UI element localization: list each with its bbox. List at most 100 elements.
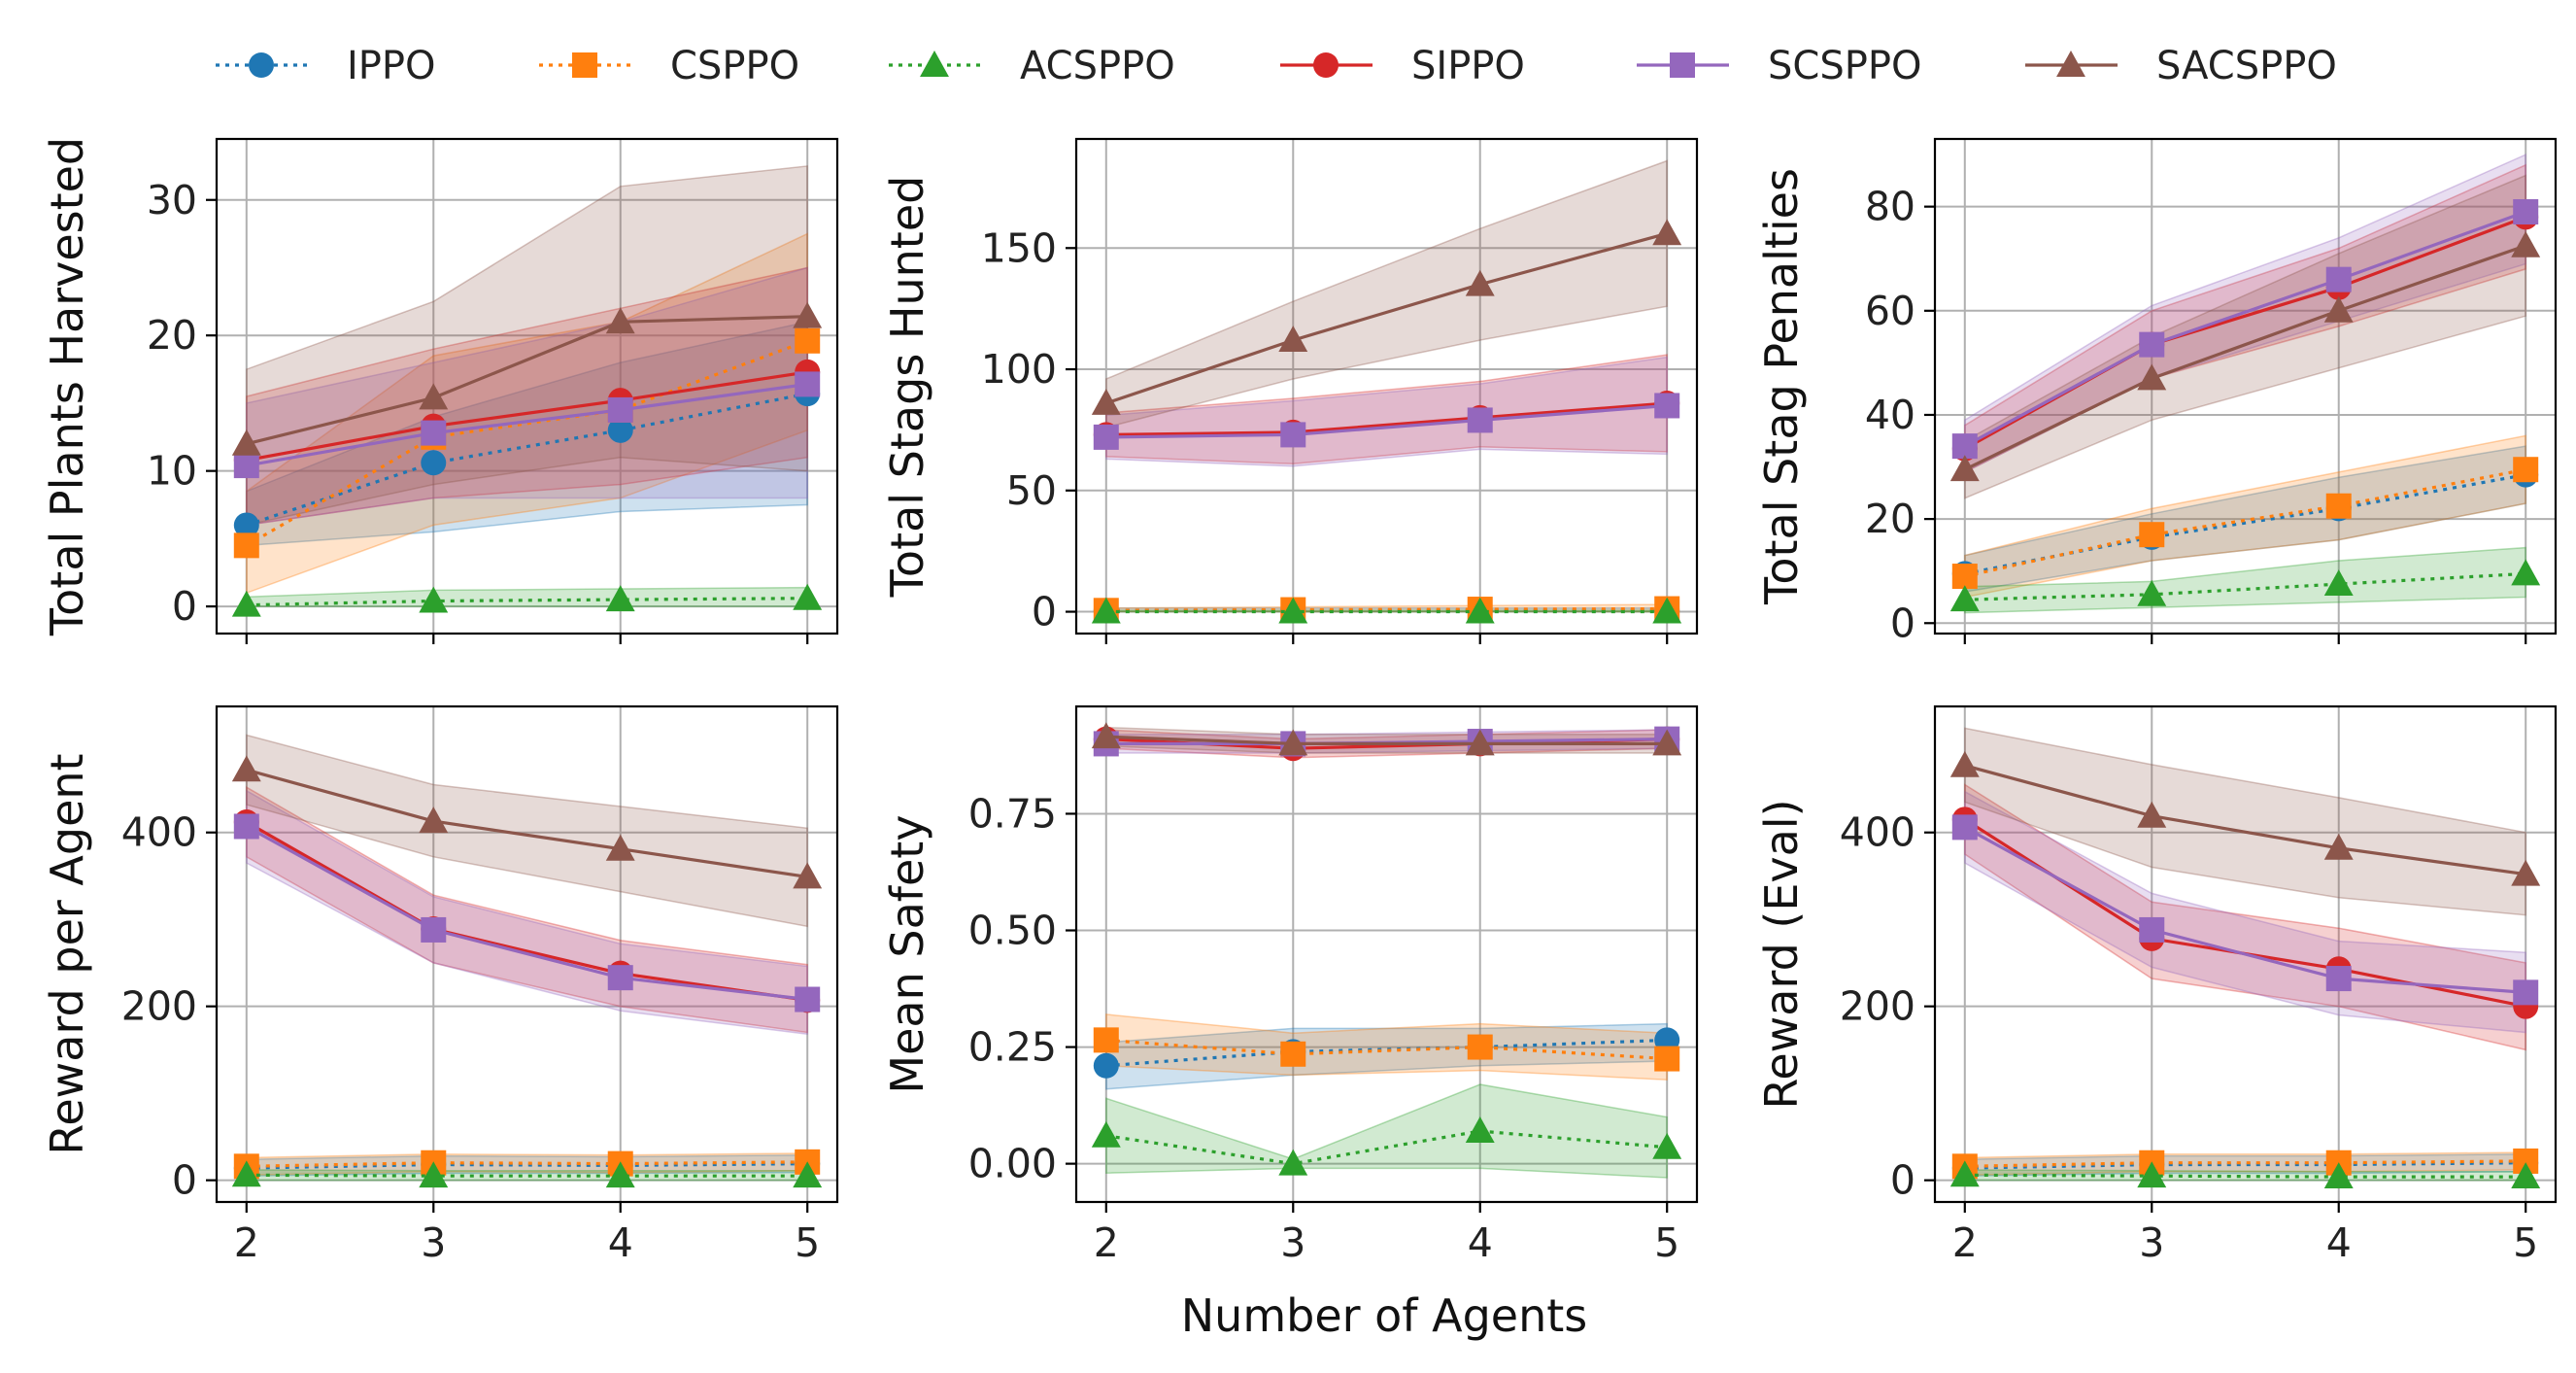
y-axis-label: Total Plants Harvested (41, 137, 93, 636)
subplot-total-stags-hunted: 0 50 100 150 Total Stags Hunted (881, 137, 1699, 644)
band-sippo (246, 266, 808, 527)
point-scsppo (1467, 407, 1493, 433)
series-acsppo (1091, 1116, 1682, 1176)
legend-marker-acsppo (920, 51, 949, 77)
subplot-mean-safety: 0.00 0.25 0.50 0.75 2 3 4 5 Mean Safety (881, 704, 1699, 1266)
line-sippo (1105, 401, 1668, 436)
line-sacsppo (1105, 735, 1668, 746)
y-tick-label: 0.00 (968, 1141, 1057, 1187)
y-tick-label: 150 (981, 224, 1057, 271)
point-acsppo (1465, 1116, 1495, 1143)
y-axis: 0 50 100 150 (981, 224, 1076, 635)
legend-marker-csppo (572, 52, 597, 78)
point-scsppo (1093, 424, 1119, 450)
axes-frame (1074, 704, 1699, 1204)
point-sacsppo (231, 429, 261, 456)
point-scsppo (2139, 916, 2165, 943)
point-acsppo (793, 1161, 823, 1188)
series-sacsppo (1091, 219, 1682, 415)
band-sacsppo (1964, 174, 2526, 499)
point-scsppo (2325, 266, 2352, 292)
band-scsppo (246, 266, 808, 527)
line-csppo (246, 1160, 808, 1168)
point-acsppo (1091, 1120, 1121, 1148)
line-scsppo (1964, 825, 2526, 994)
axes-frame (215, 704, 839, 1204)
y-axis: 0.00 0.25 0.50 0.75 (968, 790, 1076, 1187)
line-scsppo (1105, 403, 1668, 439)
legend-item-ippo: IPPO (216, 44, 436, 88)
line-sippo (246, 820, 808, 1002)
y-axis-label: Total Stags Hunted (881, 176, 933, 599)
band-ippo (246, 321, 808, 547)
point-acsppo (1652, 1132, 1682, 1159)
legend-label-sacsppo: SACSPPO (2156, 44, 2337, 88)
y-axis-label: Reward per Agent (41, 753, 93, 1154)
point-acsppo (2323, 569, 2354, 597)
point-sacsppo (1278, 326, 1308, 353)
legend-marker-sippo (1313, 52, 1339, 78)
point-scsppo (1654, 393, 1680, 419)
band-ippo (1964, 445, 2526, 593)
series-sacsppo (231, 755, 823, 889)
point-scsppo (421, 420, 447, 446)
point-sacsppo (1949, 455, 1980, 482)
point-sacsppo (1465, 729, 1495, 756)
legend-item-sacsppo: SACSPPO (2025, 44, 2337, 88)
y-tick-label: 0.75 (968, 790, 1057, 837)
line-ippo (246, 392, 808, 527)
gridlines (1076, 706, 1697, 1202)
series-csppo (1951, 457, 2539, 590)
series-lines (1949, 199, 2541, 612)
axes-frame (1074, 137, 1699, 635)
point-sacsppo (2511, 859, 2541, 886)
y-tick-label: 20 (147, 312, 197, 359)
y-tick-label: 0 (172, 583, 197, 630)
legend-label-sippo: SIPPO (1411, 44, 1525, 88)
x-tick-label: 3 (2139, 1219, 2164, 1266)
point-scsppo (795, 986, 821, 1013)
point-sacsppo (1278, 729, 1308, 756)
point-sacsppo (1949, 750, 1980, 777)
point-scsppo (2513, 979, 2539, 1006)
point-acsppo (231, 1160, 261, 1187)
line-ippo (1964, 1161, 2526, 1170)
point-acsppo (2511, 1162, 2541, 1189)
x-axis: 2 3 4 5 (234, 1202, 820, 1266)
series-acsppo (1949, 559, 2541, 612)
x-tick-label: 4 (1468, 1219, 1493, 1266)
point-acsppo (231, 590, 261, 617)
y-tick-label: 30 (147, 177, 197, 223)
series-sacsppo (1949, 230, 2541, 482)
point-sacsppo (231, 755, 261, 782)
legend-label-scsppo: SCSPPO (1768, 44, 1921, 88)
series-scsppo (233, 813, 821, 1013)
x-axis: 2 3 4 5 (1094, 1202, 1679, 1266)
x-tick-label: 3 (1280, 1219, 1305, 1266)
x-tick-label: 5 (1654, 1219, 1679, 1266)
y-axis: 0 10 20 30 (147, 177, 217, 630)
x-tick-label: 4 (2326, 1219, 2352, 1266)
x-tick-label: 2 (1094, 1219, 1119, 1266)
confidence-bands (246, 734, 808, 1182)
y-tick-label: 100 (981, 346, 1057, 393)
point-sacsppo (1091, 722, 1121, 749)
y-tick-label: 0 (1032, 589, 1057, 635)
line-sacsppo (1105, 231, 1668, 405)
point-sacsppo (2323, 833, 2354, 860)
y-tick-label: 40 (1865, 392, 1915, 438)
series-lines (1091, 219, 1682, 624)
point-scsppo (1951, 433, 1978, 460)
point-ippo (233, 512, 259, 538)
series-lines (1949, 750, 2541, 1189)
x-tick-label: 3 (421, 1219, 446, 1266)
x-axis: 2 3 4 5 (1952, 1202, 2538, 1266)
line-scsppo (246, 382, 808, 467)
series-lines (231, 301, 823, 617)
x-axis (245, 634, 809, 644)
point-scsppo (607, 965, 633, 991)
y-tick-label: 80 (1865, 184, 1915, 230)
point-acsppo (1652, 597, 1682, 624)
